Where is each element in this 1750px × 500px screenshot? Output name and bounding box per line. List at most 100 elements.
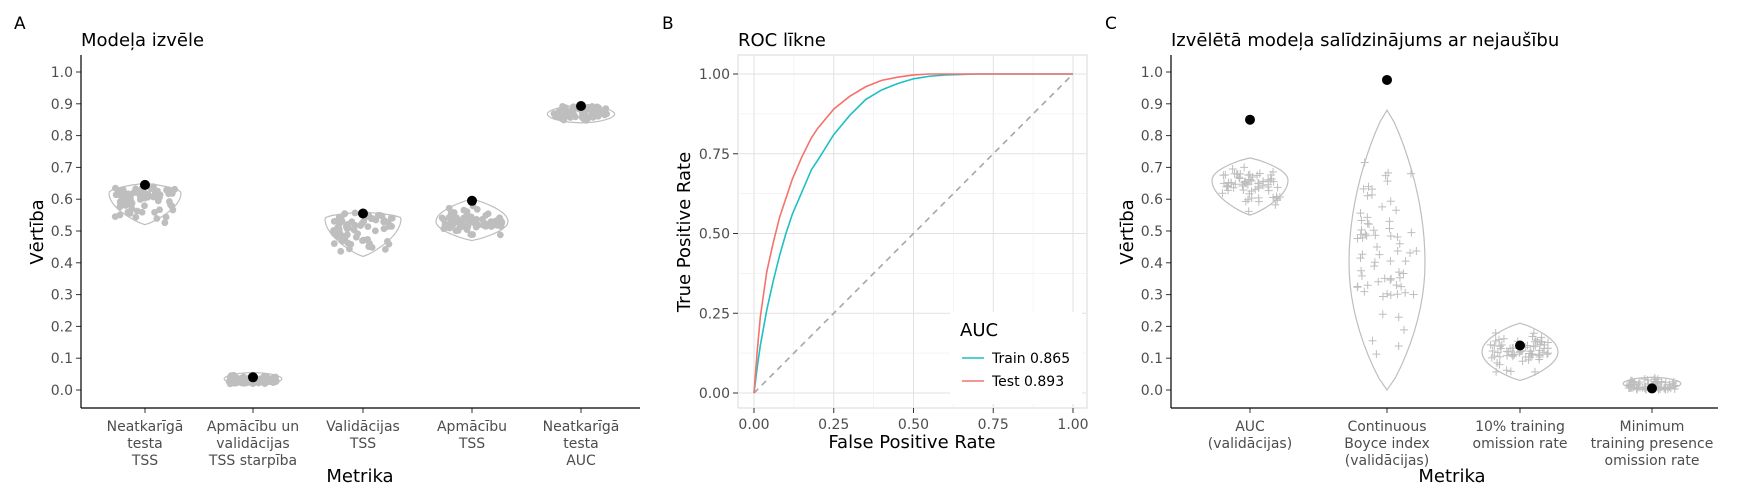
observation-point [1358,250,1367,259]
y-tick-label: 0.3 [51,288,73,304]
observation-point [1239,186,1248,195]
observation-point [1383,289,1392,298]
panel-a-y-title: Vērtība [27,199,48,264]
observation-point [148,185,156,192]
observation-point [1386,275,1395,284]
observation-point [243,379,251,387]
observation-point [351,209,359,217]
observation-point [1224,178,1233,187]
observation-point [1378,202,1387,211]
observation-point [1220,179,1229,188]
observation-point [1228,165,1237,174]
selected-model-point [248,372,258,383]
panel-c-title: Izvēlētā modeļa salīdzinājums ar nejaušī… [1171,30,1559,51]
observation-point [1407,228,1416,237]
observation-point [1373,243,1382,252]
observation-point [151,209,158,216]
panel-b-tag: B [662,14,674,34]
observation-point [1356,230,1365,239]
y-tick-label: 0.7 [51,160,73,176]
violin-shape [1481,322,1559,382]
observation-point [1668,379,1677,388]
observation-point [162,213,170,221]
y-tick-label: 1.00 [699,67,730,83]
legend-label-test: Test 0.893 [991,374,1064,390]
observation-point [1492,367,1501,376]
y-tick-label: 0.00 [699,386,730,402]
panel-b-title: ROC līkne [738,30,826,51]
observation-point [258,377,266,385]
observation-point [1378,292,1387,301]
x-tick-label: TSS [458,436,485,452]
x-tick-label: (validācijas) [1208,436,1292,452]
observation-point [1241,178,1250,187]
observation-point [559,103,566,110]
observation-point [1630,378,1639,387]
observation-point [1254,184,1263,193]
observation-point [1502,366,1511,375]
observation-point [1401,288,1410,297]
panel-b-x-title: False Positive Rate [828,432,995,453]
observation-point [1378,310,1387,319]
panel-c-tag: C [1105,14,1117,34]
observation-point [1386,256,1395,265]
observation-point [330,218,338,225]
x-tick-label: Apmācību un [207,419,299,435]
observation-point [1530,367,1539,376]
observation-point [1535,351,1544,360]
y-tick-label: 0.1 [51,351,73,367]
observation-point [1654,378,1663,387]
observation-point [381,245,389,253]
observation-point [473,216,480,223]
observation-point [1360,287,1369,296]
y-tick-label: 0.0 [1141,383,1163,399]
observation-point [350,226,358,234]
panel-b-y-title: True Positive Rate [674,152,695,313]
observation-point [378,212,386,220]
x-tick-label: (validācijas) [1345,453,1429,469]
x-tick-label: Neatkarīgā [107,419,184,435]
observation-point [336,229,344,237]
observation-point [1259,177,1268,186]
y-tick-label: 0.9 [1141,97,1163,113]
observation-point [467,231,475,238]
x-tick-label: 0.75 [978,417,1009,433]
observation-point [1363,281,1372,290]
y-tick-label: 0.5 [1141,224,1163,240]
observation-point [1401,257,1410,266]
observation-point [1383,177,1392,186]
observation-point [1264,186,1273,195]
observation-point [1271,200,1280,209]
observation-point [1508,351,1517,360]
x-tick-label: 0.50 [898,417,929,433]
observation-point [156,206,163,214]
x-tick-label: 10% training [1475,419,1565,435]
observation-point [153,215,161,222]
observation-point [496,231,504,239]
observation-point [474,221,482,229]
observation-point [133,207,141,215]
observation-point [1241,197,1250,206]
observation-point [1392,206,1401,215]
observation-point [1540,344,1549,353]
observation-point [452,227,460,235]
observation-point [588,111,596,118]
panel-a-x-title: Metrika [326,466,393,487]
selected-model-point [1382,74,1392,85]
observation-point [481,220,489,227]
violin-shape [1348,108,1426,392]
observation-point [337,247,345,255]
observation-point [1365,220,1374,229]
y-tick-label: 0.1 [1141,351,1163,367]
observation-point [1272,192,1281,201]
x-tick-label: AUC [566,453,596,469]
x-tick-label: Boyce index [1344,436,1430,452]
observation-point [450,217,458,225]
observation-point [1490,352,1499,361]
observation-point [112,191,120,199]
observation-point [1385,217,1394,226]
observation-point [1243,180,1252,189]
observation-point [141,202,148,210]
